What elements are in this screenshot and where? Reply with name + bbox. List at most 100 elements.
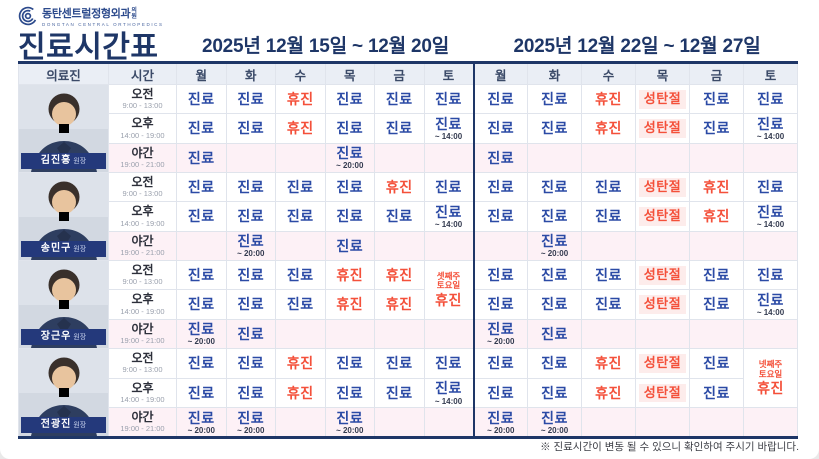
schedule-cell-empty — [581, 318, 636, 350]
day-header-week2-4: 목 — [635, 62, 690, 85]
schedule-cell: 진료 ~ 14:00 — [743, 113, 798, 144]
cell-status: 진료 — [703, 120, 730, 137]
cell-status: 휴진 — [385, 179, 413, 196]
cell-until-time: ~ 20:00 — [187, 425, 215, 435]
cell-status: 진료 — [487, 384, 515, 401]
schedule-cell-empty — [423, 142, 474, 174]
schedule-row: 오후 14:00 - 19:00 진료 진료 진료 진료 진료 진료 ~ 14:00 진료 진료 진료… — [19, 201, 798, 232]
time-slot-hours: 19:00 - 21:00 — [120, 335, 165, 345]
day-header-week1-4: 목 — [324, 62, 375, 85]
day-header-week2-6: 토 — [743, 62, 798, 85]
cell-status: 진료 — [703, 91, 730, 108]
schedule-cell: 진료 — [225, 318, 276, 350]
cell-status: 진료 — [336, 237, 364, 254]
cell-status: 진료 — [541, 208, 568, 225]
cell-status: 진료 — [336, 384, 364, 401]
schedule-cell: 휴진 — [689, 201, 744, 232]
cell-status: 진료 — [541, 409, 568, 426]
doctor-nameplate: 송민구 원장 — [21, 241, 106, 257]
schedule-table-wrap: 의료진 시간 월 화 수 목 금 토 월 화 수 목 금 토 김진홍 원장 오전 9:00 - 13:00 진료… — [18, 61, 798, 439]
schedule-cell: 진료 ~ 20:00 — [472, 407, 528, 438]
cell-status: 휴진 — [286, 355, 314, 372]
schedule-cell: 진료 ~ 14:00 — [743, 201, 798, 232]
cell-status: 진료 — [487, 91, 515, 108]
cell-status: 휴진 — [385, 296, 413, 313]
schedule-cell-empty — [374, 230, 425, 262]
cell-status: 진료 — [385, 120, 413, 137]
schedule-cell: 진료 — [472, 259, 528, 291]
cell-until-time: ~ 14:00 — [434, 220, 463, 230]
cell-status: 진료 — [336, 355, 364, 372]
cell-status: 진료 — [595, 296, 622, 313]
schedule-cell: 진료 — [275, 201, 326, 232]
cell-status: 휴진 — [286, 120, 314, 137]
schedule-cell: 성탄절 — [635, 259, 690, 291]
cell-status: 휴진 — [286, 384, 314, 401]
schedule-cell: 진료 — [324, 348, 375, 379]
cell-status: 진료 — [336, 409, 364, 426]
schedule-cell: 진료 ~ 14:00 — [743, 289, 798, 320]
schedule-cell: 진료 — [275, 171, 326, 203]
cell-status: 진료 — [487, 120, 515, 137]
cell-status: 진료 — [187, 120, 215, 137]
time-slot-cell: 오후 14:00 - 19:00 — [108, 377, 177, 409]
schedule-cell: 진료 ~ 20:00 — [176, 407, 227, 438]
cell-status: 진료 — [286, 179, 314, 196]
schedule-row: 오후 14:00 - 19:00 진료 진료 휴진 진료 진료 진료 ~ 14:00 진료 진료 휴진… — [19, 377, 798, 409]
schedule-cell: 진료 — [176, 259, 227, 291]
schedule-cell: 진료 — [527, 259, 582, 291]
schedule-cell: 휴진 — [689, 171, 744, 203]
time-slot-hours: 9:00 - 13:00 — [122, 277, 163, 287]
cell-status: 진료 — [385, 384, 413, 401]
cell-status: 진료 — [435, 203, 462, 220]
cell-until-time: ~ 20:00 — [336, 161, 364, 171]
cell-status: 성탄절 — [638, 265, 687, 285]
schedule-cell: 진료 — [743, 171, 798, 203]
doctor-name: 김진홍 — [40, 155, 72, 166]
time-slot-cell: 오전 9:00 - 13:00 — [108, 348, 177, 379]
schedule-cell: 진료 — [374, 348, 425, 379]
cell-status: 진료 — [237, 179, 265, 196]
cell-status: 성탄절 — [638, 177, 687, 197]
time-slot-label: 야간 — [131, 321, 154, 336]
day-header-week1-6: 토 — [423, 62, 474, 85]
schedule-cell: 넷째주 토요일 휴진 — [743, 347, 798, 409]
cell-status: 진료 — [187, 267, 215, 284]
cell-status: 진료 — [237, 91, 265, 108]
time-slot-label: 오전 — [131, 351, 154, 366]
cell-status: 진료 — [487, 267, 515, 284]
schedule-cell: 진료 — [374, 83, 425, 115]
schedule-cell: 진료 ~ 14:00 — [423, 377, 474, 409]
cell-status: 진료 — [237, 384, 265, 401]
schedule-row: 야간 19:00 - 21:00 진료 진료 ~ 20:00 진료 — [19, 142, 798, 174]
schedule-cell: 휴진 — [275, 113, 326, 144]
schedule-cell: 진료 — [423, 348, 474, 379]
cell-status: 진료 — [757, 203, 784, 220]
schedule-cell: 진료 — [225, 201, 276, 232]
schedule-cell: 진료 — [275, 259, 326, 291]
schedule-cell-empty — [275, 407, 326, 438]
doctor-photo: 전광진 원장 — [18, 348, 109, 438]
schedule-cell: 진료 — [176, 377, 227, 409]
cell-until-time: ~ 14:00 — [434, 396, 463, 406]
time-slot-cell: 오전 9:00 - 13:00 — [108, 171, 177, 203]
cell-status: 진료 — [336, 120, 364, 137]
time-slot-hours: 14:00 - 19:00 — [120, 130, 165, 140]
schedule-cell: 진료 — [423, 83, 474, 115]
schedule-cell-empty — [581, 407, 636, 438]
schedule-cell: 진료 — [176, 142, 227, 174]
schedule-cell: 진료 — [689, 113, 744, 144]
schedule-cell: 휴진 — [275, 348, 326, 379]
schedule-cell: 진료 — [527, 289, 582, 320]
schedule-cell-empty — [635, 142, 690, 174]
schedule-cell: 진료 — [324, 83, 375, 115]
schedule-cell: 진료 — [324, 201, 375, 232]
time-slot-label: 야간 — [131, 410, 154, 425]
schedule-cell: 진료 — [472, 83, 528, 115]
cell-status: 진료 — [487, 409, 515, 426]
schedule-cell: 휴진 — [581, 113, 636, 144]
schedule-row: 야간 19:00 - 21:00 진료 ~ 20:00 진료 진료 ~ 20:00 진료 — [19, 318, 798, 350]
cell-status: 진료 — [487, 149, 515, 166]
schedule-row: 김진홍 원장 오전 9:00 - 13:00 진료 진료 휴진 진료 진료 진료 진료 진료 휴진 성탄… — [18, 83, 798, 173]
cell-status: 진료 — [187, 321, 215, 338]
